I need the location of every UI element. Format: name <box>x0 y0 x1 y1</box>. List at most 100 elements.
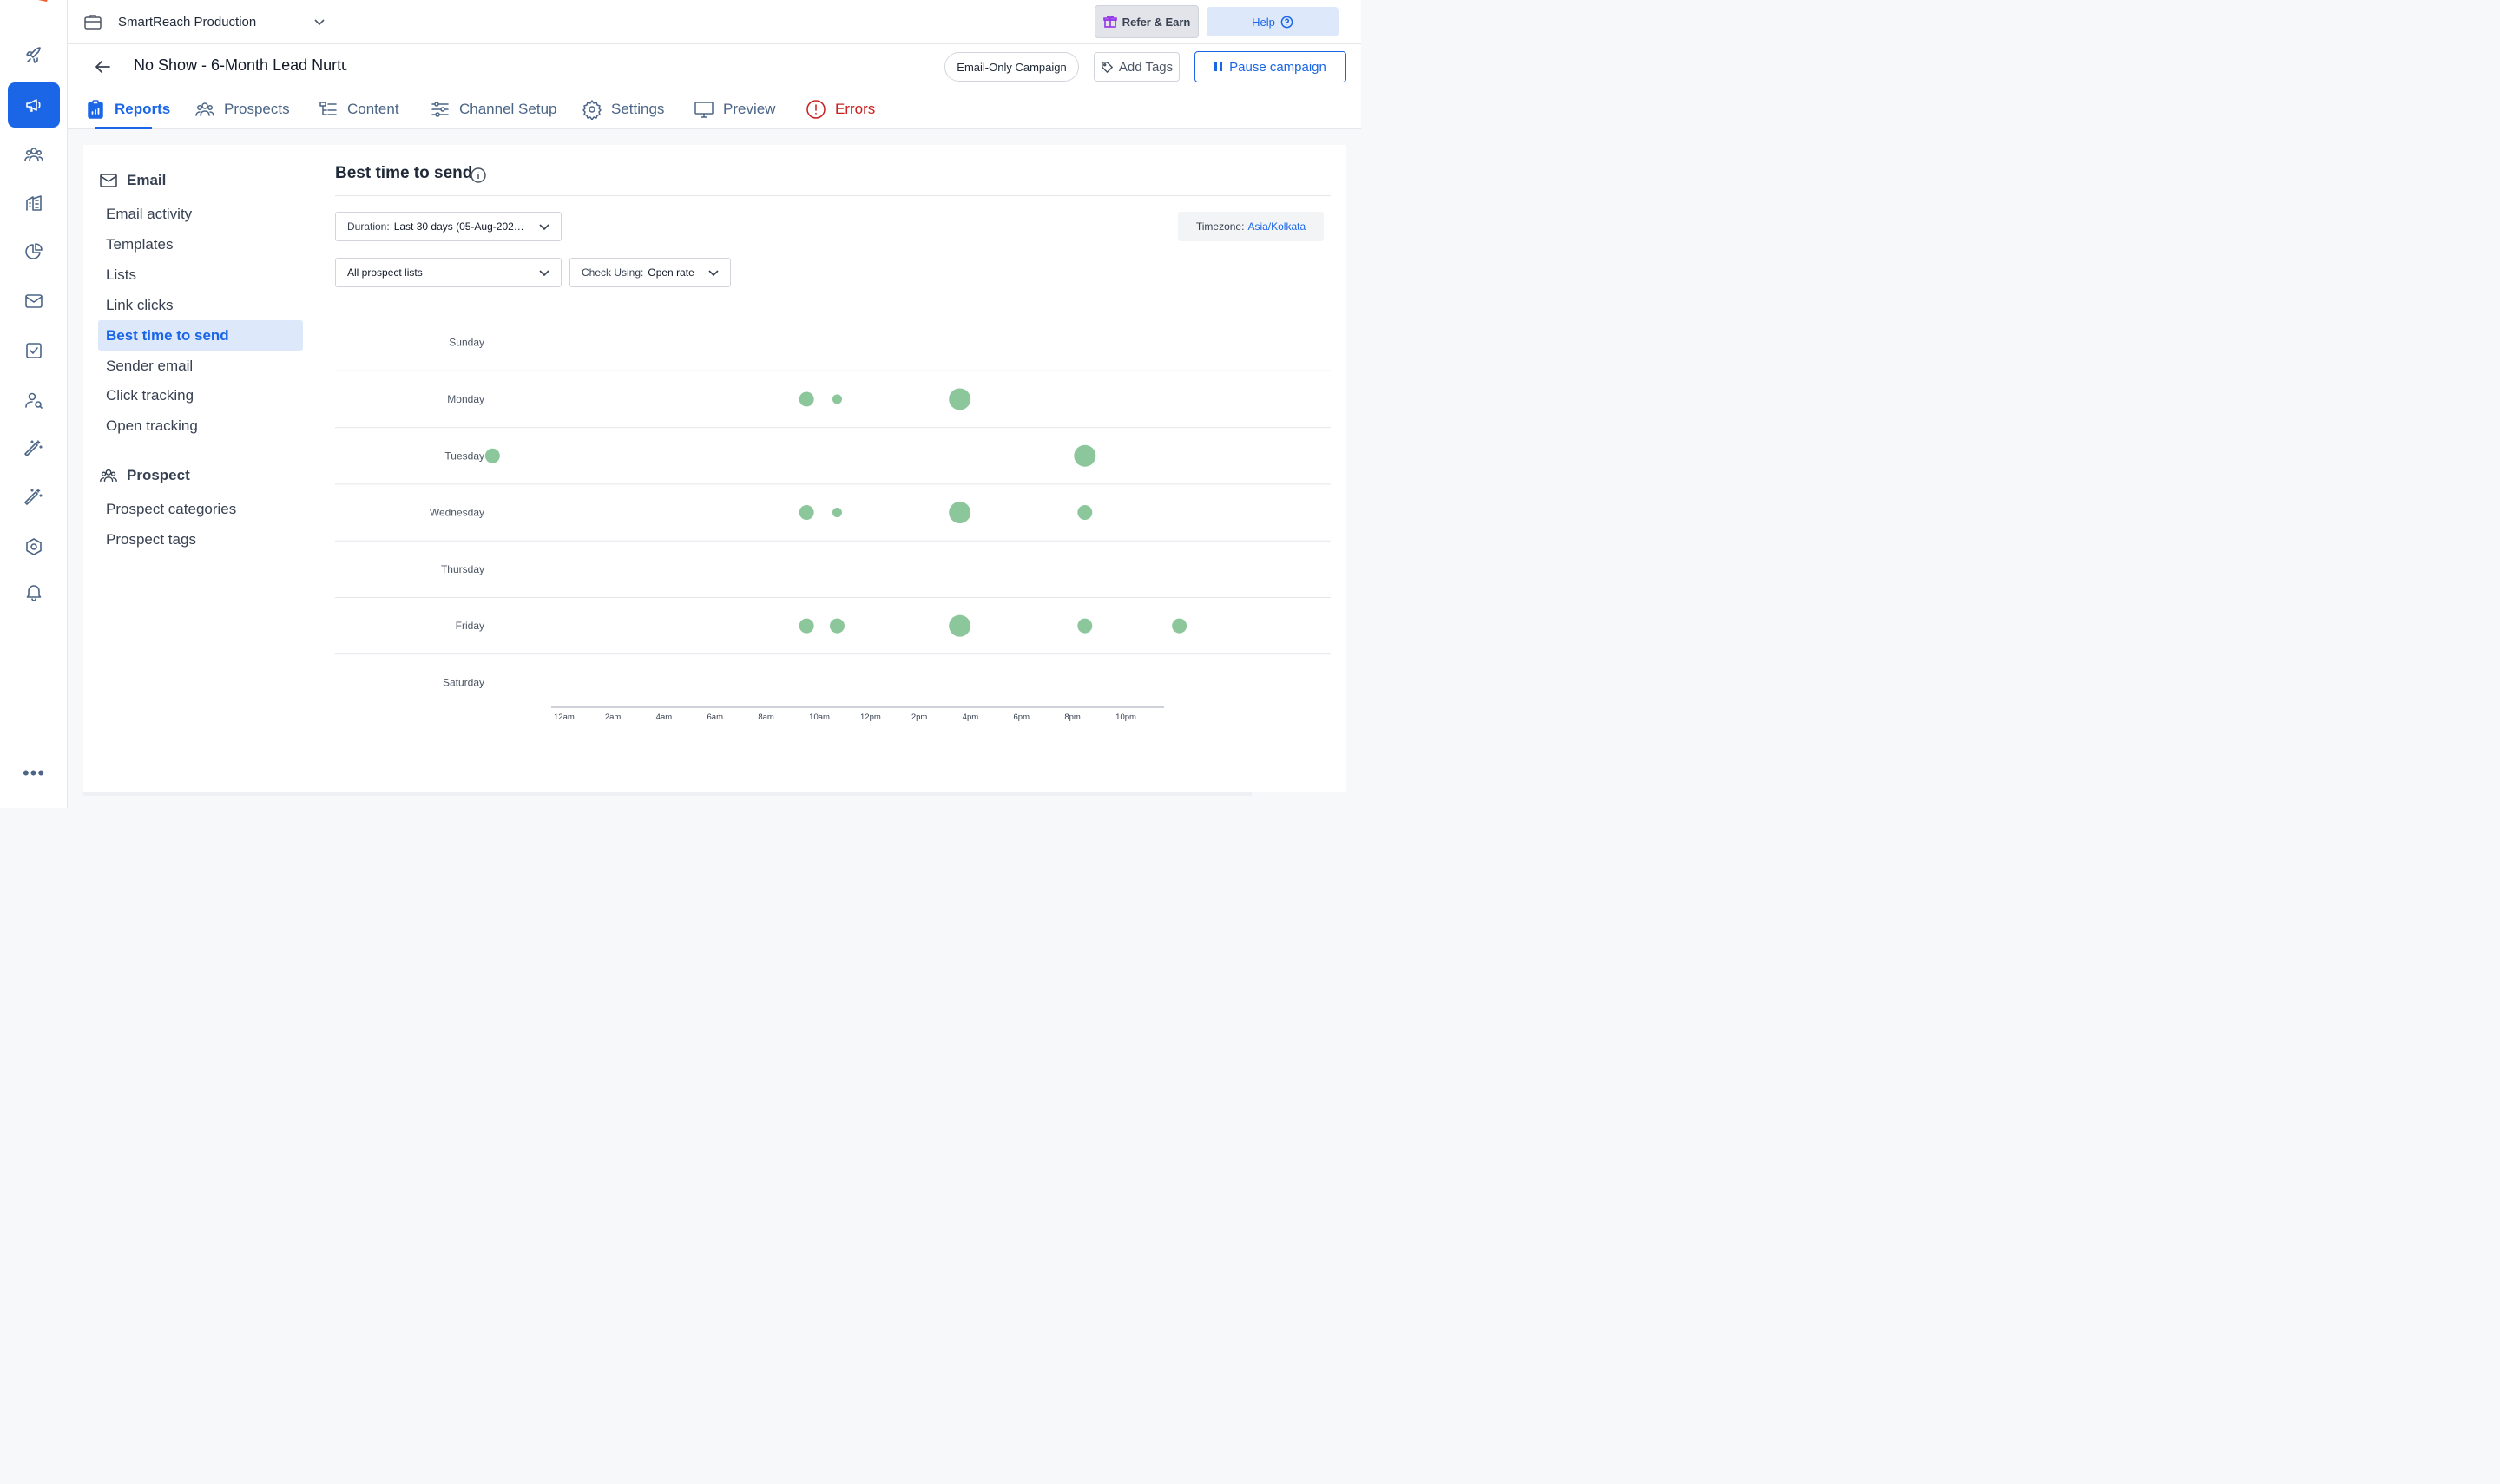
data-point-wednesday <box>832 508 842 518</box>
timezone-value-link[interactable]: Asia/Kolkata <box>1247 220 1306 233</box>
x-tick-label: 8pm <box>1064 712 1081 722</box>
tab-preview-label: Preview <box>723 101 776 117</box>
subnav-item-best-time-to-send[interactable]: Best time to send <box>98 320 303 351</box>
prospect-section-heading: Prospect <box>99 466 190 485</box>
subnav-item-open-tracking[interactable]: Open tracking <box>106 417 198 434</box>
title-divider <box>335 195 1331 196</box>
subnav-item-prospect-tags[interactable]: Prospect tags <box>106 530 196 548</box>
tab-settings[interactable]: Settings <box>582 89 664 129</box>
day-label-thursday: Thursday <box>441 563 484 575</box>
tab-prospects[interactable]: Prospects <box>194 89 290 129</box>
data-point-monday <box>832 394 842 404</box>
back-arrow-icon[interactable] <box>92 56 113 77</box>
rail-bell-icon[interactable] <box>8 569 60 614</box>
best-time-chart: Sunday Monday Tuesday Wednesday Thursday Frid… <box>335 310 1331 761</box>
tab-content[interactable]: Content <box>318 89 399 129</box>
check-using-select[interactable]: Check Using: Open rate <box>569 258 731 287</box>
duration-label: Duration: <box>347 220 390 233</box>
tab-channel-setup-label: Channel Setup <box>459 101 557 117</box>
day-label-tuesday: Tuesday <box>444 450 484 462</box>
monitor-icon <box>694 102 714 118</box>
report-panel: Email Email activity Templates Lists Lin… <box>83 145 1346 792</box>
tab-errors-label: Errors <box>835 101 876 117</box>
data-point-tuesday <box>1074 444 1096 467</box>
day-label-monday: Monday <box>447 393 484 405</box>
subnav-item-link-clicks[interactable]: Link clicks <box>106 296 174 313</box>
x-tick-label: 2pm <box>911 712 928 722</box>
best-time-scatter: Sunday Monday Tuesday Wednesday Thursday Frid… <box>335 337 1331 722</box>
sliders-icon <box>431 102 449 117</box>
tab-settings-label: Settings <box>611 101 665 117</box>
pause-icon <box>1214 62 1223 71</box>
prospect-list-select[interactable]: All prospect lists <box>335 258 562 287</box>
workspace-chevron-down-icon[interactable] <box>312 14 327 30</box>
tab-preview[interactable]: Preview <box>694 89 775 129</box>
tab-prospects-label: Prospects <box>224 101 290 117</box>
left-rail: ••• <box>0 0 68 808</box>
report-subnav: Email Email activity Templates Lists Lin… <box>83 145 319 792</box>
x-tick-label: 10pm <box>1115 712 1136 722</box>
add-tags-label: Add Tags <box>1118 59 1174 75</box>
campaign-title[interactable]: No Show - 6-Month Lead Nurture <box>134 56 347 74</box>
subnav-item-templates[interactable]: Templates <box>106 235 174 253</box>
users-icon <box>195 102 214 116</box>
question-circle-icon <box>1280 16 1293 28</box>
rail-magic-wand-icon[interactable] <box>8 426 60 471</box>
active-tab-indicator <box>95 127 152 129</box>
rail-rocket-icon[interactable] <box>8 33 60 78</box>
rail-building-icon[interactable] <box>8 181 60 226</box>
mail-icon <box>100 174 117 187</box>
rail-pie-chart-icon[interactable] <box>8 229 60 274</box>
rail-more-button[interactable]: ••• <box>22 762 46 784</box>
rail-task-check-icon[interactable] <box>8 328 60 373</box>
x-tick-label: 12am <box>554 712 575 722</box>
x-tick-label: 6pm <box>1014 712 1030 722</box>
campaign-header: No Show - 6-Month Lead Nurture Email-Onl… <box>68 44 1361 89</box>
data-point-wednesday <box>1077 505 1093 521</box>
subnav-item-lists[interactable]: Lists <box>106 266 136 283</box>
workspace-name[interactable]: SmartReach Production <box>118 15 257 30</box>
info-icon[interactable] <box>470 167 487 184</box>
data-point-monday <box>949 388 971 410</box>
subnav-item-email-activity[interactable]: Email activity <box>106 205 193 222</box>
pause-campaign-label: Pause campaign <box>1229 59 1326 75</box>
subnav-item-prospect-categories[interactable]: Prospect categories <box>106 500 237 517</box>
prospect-heading-label: Prospect <box>127 467 190 483</box>
chevron-down-icon <box>707 266 720 279</box>
pause-campaign-button[interactable]: Pause campaign <box>1194 51 1346 82</box>
help-label: Help <box>1252 15 1275 29</box>
x-tick-label: 8am <box>758 712 774 722</box>
check-using-label: Check Using: <box>582 266 644 279</box>
prospect-list-value: All prospect lists <box>347 266 423 279</box>
subnav-item-click-tracking[interactable]: Click tracking <box>106 386 194 404</box>
tab-errors[interactable]: Errors <box>806 89 875 129</box>
refer-earn-label: Refer & Earn <box>1122 15 1191 29</box>
tag-icon <box>1101 61 1114 73</box>
duration-select[interactable]: Duration: Last 30 days (05-Aug-202… <box>335 212 562 241</box>
add-tags-button[interactable]: Add Tags <box>1094 52 1180 82</box>
panel-bottom-edge <box>83 792 1252 796</box>
report-title: Best time to send <box>335 164 473 182</box>
x-tick-label: 4pm <box>963 712 979 722</box>
rail-megaphone-icon[interactable] <box>8 82 60 128</box>
data-point-friday <box>799 618 814 634</box>
app-logo-icon[interactable] <box>12 0 52 14</box>
data-point-wednesday <box>799 505 814 521</box>
rail-mail-icon[interactable] <box>8 279 60 324</box>
subnav-item-sender-email[interactable]: Sender email <box>106 357 194 374</box>
x-tick-label: 4am <box>656 712 673 722</box>
email-section-heading: Email <box>99 171 166 190</box>
rail-user-search-icon[interactable] <box>8 378 60 423</box>
clipboard-chart-icon <box>88 100 103 119</box>
data-point-friday <box>949 614 971 637</box>
tab-channel-setup[interactable]: Channel Setup <box>430 89 556 129</box>
rail-magic-wand-2-icon[interactable] <box>8 475 60 520</box>
right-gutter <box>1346 145 1361 719</box>
rail-hexagon-settings-icon[interactable] <box>8 524 60 569</box>
rail-users-icon[interactable] <box>8 132 60 177</box>
tab-content-label: Content <box>347 101 399 117</box>
email-heading-label: Email <box>127 172 167 188</box>
refer-earn-button[interactable]: Refer & Earn <box>1095 5 1199 38</box>
help-button[interactable]: Help <box>1207 7 1339 36</box>
tab-reports[interactable]: Reports <box>85 89 170 129</box>
